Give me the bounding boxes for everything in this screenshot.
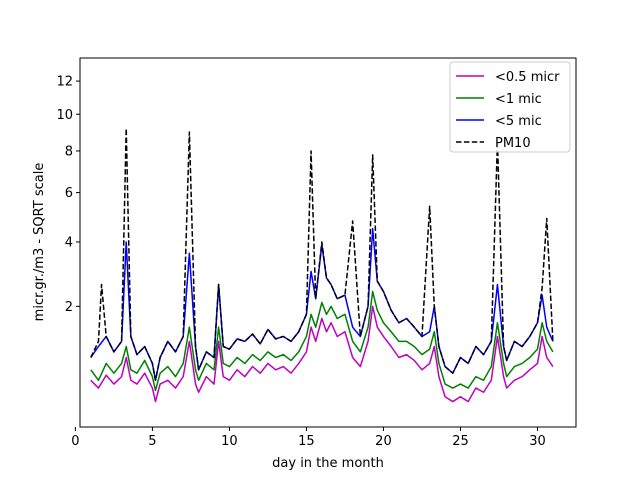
x-tick-label-20: 20 [375, 434, 392, 449]
series-line-1-mic [90, 290, 554, 392]
series-line-0-5-micr [90, 305, 554, 403]
y-tick-label-10: 10 [56, 108, 73, 123]
series-layer [90, 127, 554, 403]
x-tick-label-10: 10 [221, 434, 238, 449]
legend-label-0: <0.5 micr [495, 70, 560, 85]
y-tick-label-2: 2 [65, 300, 73, 315]
y-tick-label-8: 8 [65, 144, 73, 159]
plot-frame [79, 57, 577, 428]
series-line-pm10 [90, 127, 554, 382]
x-tick-label-0: 0 [71, 434, 79, 449]
x-axis: 0 5 10 15 20 25 30 [71, 427, 546, 449]
y-axis: 2 4 6 8 10 12 [56, 75, 80, 315]
x-tick-label-25: 25 [452, 434, 469, 449]
y-axis-label: micr.gr./m3 - SQRT scale [32, 163, 47, 322]
y-tick-label-6: 6 [65, 186, 73, 201]
legend-label-1: <1 mic [495, 92, 542, 107]
legend: <0.5 micr <1 mic <5 mic PM10 [449, 61, 571, 153]
x-tick-label-15: 15 [298, 434, 315, 449]
x-tick-label-30: 30 [529, 434, 546, 449]
x-axis-label: day in the month [272, 456, 384, 471]
legend-label-3: PM10 [495, 136, 531, 151]
x-tick-label-5: 5 [148, 434, 156, 449]
y-tick-label-12: 12 [56, 75, 73, 90]
legend-label-2: <5 mic [495, 114, 542, 129]
legend-box [449, 61, 571, 153]
y-tick-label-4: 4 [65, 235, 73, 250]
